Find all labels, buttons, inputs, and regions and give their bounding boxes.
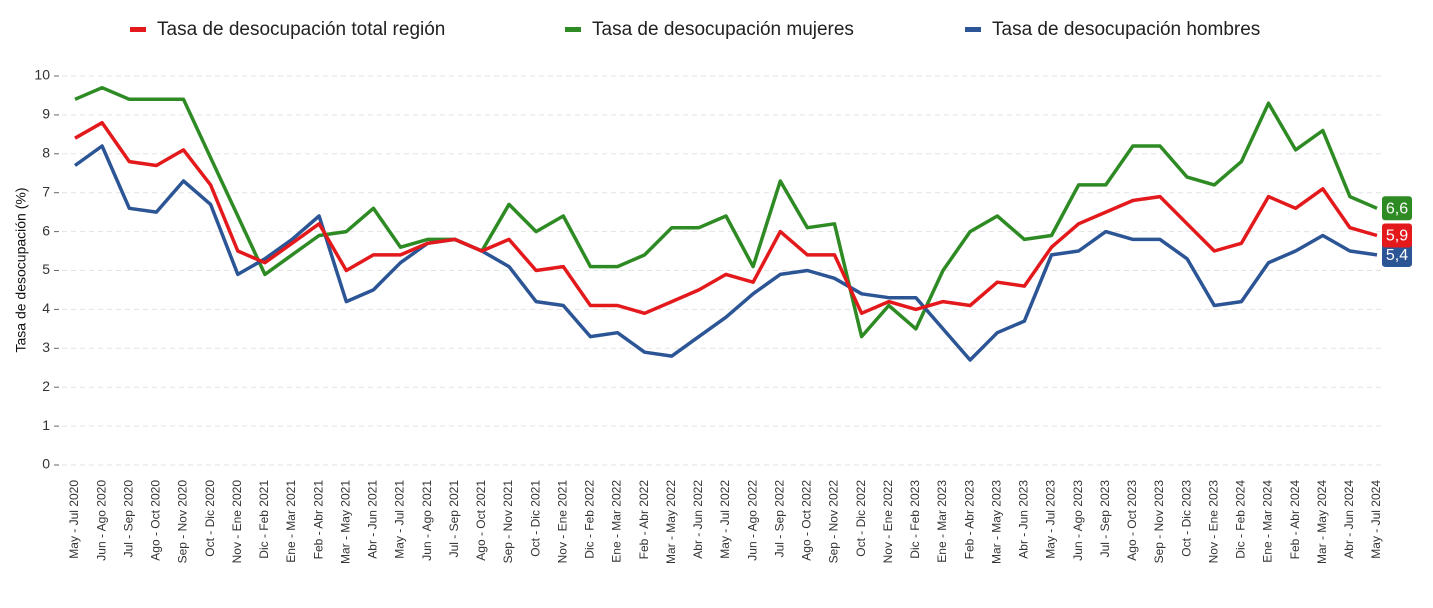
y-tick-label: 9 [42,106,50,122]
legend-label: Tasa de desocupación total región [157,19,445,40]
x-tick-label: Mar - May 2024 [1315,480,1329,564]
x-tick-label: Sep - Nov 2023 [1152,480,1166,564]
legend-label: Tasa de desocupación hombres [992,19,1260,40]
end-label-box [1382,196,1412,221]
x-tick-label: Feb - Abr 2021 [311,480,325,560]
x-tick-label: Dic - Feb 2022 [583,480,597,559]
x-tick-label: Nov - Ene 2021 [555,480,569,564]
end-label: 5,4 [1386,247,1408,264]
x-tick-label: Ago - Oct 2022 [800,480,814,561]
y-tick-label: 3 [42,339,50,355]
legend-swatch [565,27,581,32]
legend: Tasa de desocupación total región Tasa de… [130,19,1260,40]
y-tick-label: 5 [42,261,50,277]
x-tick-label: Dic - Feb 2023 [908,480,922,559]
x-tick-label: Ago - Oct 2020 [149,480,163,561]
x-tick-label: Nov - Ene 2020 [230,480,244,564]
x-tick-label: Oct - Dic 2023 [1179,480,1193,557]
x-tick-label: Sep - Nov 2021 [501,480,515,564]
x-tick-label: Jul - Sep 2021 [447,480,461,558]
x-tick-label: Nov - Ene 2022 [881,480,895,564]
x-tick-label: Mar - May 2022 [664,480,678,564]
x-tick-label: May - Jul 2024 [1369,480,1383,559]
y-axis-label: Tasa de desocupación (%) [13,188,29,353]
y-tick-label: 2 [42,378,50,394]
x-tick-label: Ene - Mar 2023 [935,480,949,563]
y-tick-label: 4 [42,300,50,316]
line-series [73,144,1378,362]
x-tick-label: Jul - Sep 2022 [772,480,786,558]
x-tick-label: Feb - Abr 2022 [637,480,651,560]
x-tick-label: Dic - Feb 2024 [1234,480,1248,559]
x-tick-label: Ene - Mar 2022 [610,480,624,563]
y-tick-label: 6 [42,222,50,238]
x-tick-label: Feb - Abr 2024 [1288,480,1302,560]
x-tick-label: Oct - Dic 2022 [854,480,868,557]
y-tick-label: 8 [42,145,50,161]
end-label-box [1382,242,1412,267]
x-tick-label: May - Jul 2021 [393,480,407,559]
x-tick-label: Jun - Ago 2022 [745,480,759,561]
y-tick-label: 10 [34,67,50,83]
x-tick-label: Ene - Mar 2024 [1261,480,1275,563]
x-tick-label: Ago - Oct 2021 [474,480,488,561]
x-tick-label: Sep - Nov 2022 [827,480,841,564]
x-tick-label: Feb - Abr 2023 [962,480,976,560]
x-tick-label: Mar - May 2023 [989,480,1003,564]
y-tick-label: 1 [42,417,50,433]
end-label-box [1382,223,1412,248]
y-tick-label: 7 [42,183,50,199]
line-series [74,85,1378,339]
legend-label: Tasa de desocupación mujeres [592,19,854,40]
x-tick-label: Oct - Dic 2021 [528,480,542,557]
x-tick-label: Jul - Sep 2023 [1098,480,1112,558]
x-tick-label: Jun - Ago 2023 [1071,480,1085,561]
legend-swatch [130,27,146,32]
x-tick-label: Abr - Jun 2024 [1342,480,1356,559]
end-label: 6,6 [1386,200,1408,217]
x-tick-label: Ago - Oct 2023 [1125,480,1139,561]
x-tick-label: Mar - May 2021 [338,480,352,564]
x-tick-label: May - Jul 2022 [718,480,732,559]
x-tick-label: Nov - Ene 2023 [1206,480,1220,564]
y-tick-label: 0 [42,456,50,472]
x-tick-label: Jul - Sep 2020 [121,480,135,558]
x-tick-label: Sep - Nov 2020 [176,480,190,564]
x-tick-label: Abr - Jun 2021 [366,480,380,559]
line-series [74,120,1378,316]
x-tick-label: May - Jul 2023 [1044,480,1058,559]
x-tick-label: Oct - Dic 2020 [203,480,217,557]
x-tick-label: Ene - Mar 2021 [284,480,298,563]
x-tick-label: Abr - Jun 2022 [691,480,705,559]
x-tick-label: Dic - Feb 2021 [257,480,271,559]
legend-swatch [965,27,981,32]
x-tick-label: May - Jul 2020 [67,480,81,559]
x-tick-label: Abr - Jun 2023 [1017,480,1031,559]
x-tick-label: Jun - Ago 2021 [420,480,434,561]
x-tick-label: Jun - Ago 2020 [94,480,108,561]
end-label: 5,9 [1386,228,1408,245]
